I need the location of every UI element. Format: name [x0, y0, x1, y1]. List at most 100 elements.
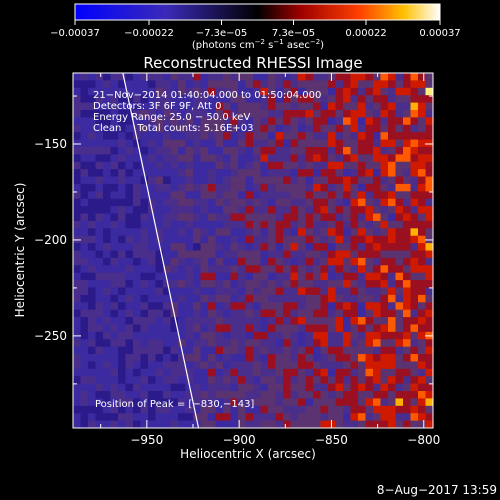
heatmap-cell	[200, 95, 209, 104]
heatmap-cell	[328, 331, 337, 340]
heatmap-cell	[320, 87, 329, 96]
heatmap-cell	[395, 317, 404, 326]
heatmap-cell	[290, 346, 299, 355]
heatmap-cell	[118, 383, 127, 392]
heatmap-cell	[373, 206, 382, 215]
heatmap-cell	[133, 368, 142, 377]
heatmap-cell	[208, 139, 217, 148]
heatmap-cell	[320, 213, 329, 222]
heatmap-cell	[343, 146, 352, 155]
heatmap-cell	[95, 317, 104, 326]
heatmap-cell	[373, 420, 382, 428]
heatmap-cell	[358, 132, 367, 141]
heatmap-cell	[268, 339, 277, 348]
heatmap-cell	[193, 405, 202, 414]
heatmap-cell	[133, 405, 142, 414]
heatmap-cell	[298, 398, 307, 407]
heatmap-cell	[185, 324, 194, 333]
heatmap-cell	[95, 117, 104, 126]
heatmap-cell	[170, 250, 179, 259]
heatmap-cell	[185, 391, 194, 400]
heatmap-cell	[268, 80, 277, 89]
y-tick-label: −150	[34, 137, 67, 151]
heatmap-cell	[358, 117, 367, 126]
heatmap-cell	[103, 302, 112, 311]
heatmap-cell	[380, 354, 389, 363]
heatmap-cell	[425, 73, 433, 81]
heatmap-cell	[388, 169, 397, 178]
heatmap-cell	[200, 324, 209, 333]
heatmap-cell	[238, 376, 247, 385]
heatmap-cell	[215, 317, 224, 326]
heatmap-cell	[125, 346, 134, 355]
heatmap-cell	[268, 294, 277, 303]
heatmap-cell	[395, 235, 404, 244]
heatmap-cell	[140, 243, 149, 252]
heatmap-cell	[343, 228, 352, 237]
heatmap-cell	[268, 420, 277, 428]
heatmap-cell	[395, 376, 404, 385]
heatmap-cell	[163, 257, 172, 266]
heatmap-cell	[350, 117, 359, 126]
heatmap-cell	[223, 302, 232, 311]
heatmap-cell	[260, 309, 269, 318]
y-tick-label: −250	[34, 329, 67, 343]
heatmap-cell	[193, 280, 202, 289]
heatmap-cell	[185, 361, 194, 370]
heatmap-cell	[328, 124, 337, 133]
heatmap-cell	[403, 376, 412, 385]
heatmap-cell	[73, 287, 82, 296]
heatmap-cell	[343, 124, 352, 133]
heatmap-cell	[313, 317, 322, 326]
heatmap-cell	[223, 161, 232, 170]
heatmap-cell	[425, 383, 433, 392]
heatmap-cell	[305, 280, 314, 289]
heatmap-cell	[260, 132, 269, 141]
heatmap-cell	[335, 317, 344, 326]
heatmap-cell	[350, 176, 359, 185]
heatmap-cell	[305, 317, 314, 326]
y-tick-label: −200	[34, 233, 67, 247]
heatmap-cell	[395, 176, 404, 185]
heatmap-cell	[200, 161, 209, 170]
heatmap-cell	[223, 309, 232, 318]
heatmap-cell	[208, 213, 217, 222]
heatmap-cell	[395, 117, 404, 126]
heatmap-cell	[328, 309, 337, 318]
heatmap-cell	[253, 339, 262, 348]
heatmap-cell	[230, 228, 239, 237]
heatmap-cell	[253, 287, 262, 296]
heatmap-cell	[268, 383, 277, 392]
heatmap-cell	[185, 95, 194, 104]
heatmap-cell	[155, 250, 164, 259]
heatmap-cell	[200, 80, 209, 89]
heatmap-cell	[125, 87, 134, 96]
heatmap-cell	[335, 102, 344, 111]
heatmap-cell	[380, 265, 389, 274]
heatmap-cell	[305, 413, 314, 422]
heatmap-cell	[328, 257, 337, 266]
heatmap-cell	[418, 243, 427, 252]
heatmap-cell	[80, 235, 89, 244]
heatmap-cell	[208, 405, 217, 414]
heatmap-cell	[320, 368, 329, 377]
heatmap-cell	[148, 176, 157, 185]
heatmap-cell	[148, 146, 157, 155]
heatmap-cell	[350, 213, 359, 222]
heatmap-cell	[328, 132, 337, 141]
heatmap-cell	[73, 169, 82, 178]
heatmap-cell	[388, 302, 397, 311]
heatmap-cell	[260, 331, 269, 340]
heatmap-cell	[410, 405, 419, 414]
heatmap-cell	[343, 206, 352, 215]
heatmap-cell	[298, 161, 307, 170]
heatmap-cell	[223, 280, 232, 289]
heatmap-cell	[253, 243, 262, 252]
heatmap-cell	[373, 243, 382, 252]
heatmap-cell	[335, 109, 344, 118]
heatmap-cell	[140, 287, 149, 296]
heatmap-cell	[80, 331, 89, 340]
heatmap-cell	[178, 139, 187, 148]
heatmap-cell	[283, 287, 292, 296]
heatmap-cell	[425, 324, 433, 333]
